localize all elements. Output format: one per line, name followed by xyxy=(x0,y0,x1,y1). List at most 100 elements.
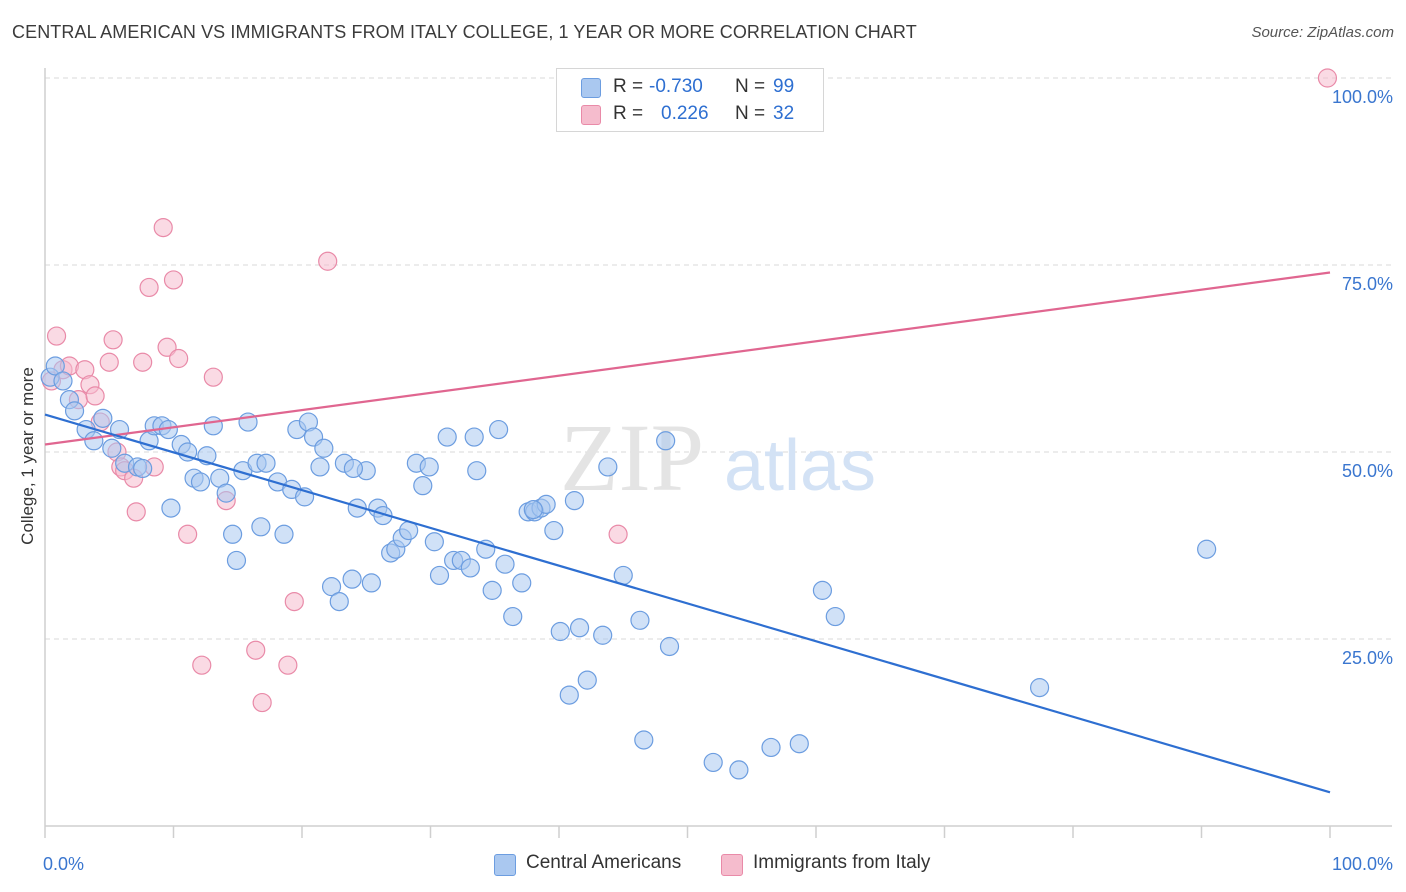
watermark-zip: ZIP xyxy=(560,404,704,511)
central-american-point xyxy=(361,573,381,593)
central-american-point xyxy=(659,636,680,657)
italy-point xyxy=(133,352,153,372)
italy-point xyxy=(284,591,304,612)
central-american-point xyxy=(634,730,654,750)
central-american-point xyxy=(789,734,809,754)
central-american-point xyxy=(256,453,276,473)
central-american-point xyxy=(274,524,294,544)
italy-point xyxy=(163,270,184,290)
legend-n-label: N = xyxy=(735,76,766,97)
central-american-point xyxy=(161,498,181,518)
source-label: Source: ZipAtlas.com xyxy=(1251,24,1394,41)
italy-point xyxy=(153,218,173,238)
italy-point xyxy=(1317,68,1338,88)
central-american-point xyxy=(512,573,532,593)
bottom-legend-label: Central Americans xyxy=(526,852,682,873)
legend-r-value: -0.730 xyxy=(649,76,703,97)
central-american-point xyxy=(464,427,484,447)
central-american-point xyxy=(178,442,198,462)
y-tick-label: 25.0% xyxy=(1342,648,1393,668)
legend-n-value: 32 xyxy=(773,103,795,124)
italy-point xyxy=(608,524,628,544)
central-american-point xyxy=(310,457,330,477)
central-american-point xyxy=(102,438,122,458)
italy-point xyxy=(157,337,177,357)
italy-point xyxy=(99,352,119,372)
italy-point xyxy=(46,326,67,346)
italy-point xyxy=(192,655,212,675)
central-american-point xyxy=(1029,678,1050,698)
central-american-point xyxy=(45,356,65,376)
central-american-point xyxy=(503,606,523,627)
legend-swatch-blue xyxy=(581,78,601,98)
series-italy-points xyxy=(41,68,1338,713)
x-tick-label: 0.0% xyxy=(43,854,84,874)
central-american-point xyxy=(825,606,845,627)
central-american-point xyxy=(216,483,236,503)
central-american-point xyxy=(1197,539,1217,559)
bottom-legend-swatch-blue xyxy=(494,854,516,876)
italy-point xyxy=(178,524,198,544)
italy-point xyxy=(318,251,338,271)
grid-lines xyxy=(45,77,1392,640)
central-american-point xyxy=(593,625,613,645)
italy-point xyxy=(103,330,123,350)
central-american-point xyxy=(460,558,480,578)
central-american-point xyxy=(761,737,781,758)
central-american-point xyxy=(251,517,271,537)
legend: R = -0.730 N = 99 R = 0.226 N = 32 xyxy=(556,68,824,132)
legend-n-label: N = xyxy=(735,103,766,124)
trend-lines xyxy=(44,271,1331,794)
italy-point xyxy=(246,640,266,660)
italy-point xyxy=(203,367,223,387)
central-american-point xyxy=(223,524,243,544)
watermark: ZIP atlas xyxy=(560,404,876,511)
central-american-point xyxy=(329,591,349,612)
central-american-point xyxy=(703,752,723,773)
y-tick-label: 50.0% xyxy=(1342,461,1393,481)
central-american-point xyxy=(424,532,444,552)
central-american-point xyxy=(482,580,502,600)
italy-trend-line xyxy=(44,271,1331,446)
central-american-point xyxy=(467,461,487,481)
central-american-point xyxy=(559,685,579,705)
central-american-point xyxy=(656,431,676,451)
italy-point xyxy=(252,692,272,713)
central-american-point xyxy=(84,431,104,451)
italy-point xyxy=(278,655,298,675)
central-american-point xyxy=(729,760,749,780)
italy-point xyxy=(169,348,189,369)
bottom-legend-label: Immigrants from Italy xyxy=(753,852,931,873)
y-tick-label: 75.0% xyxy=(1342,274,1393,294)
series-central-americans-points xyxy=(40,356,1217,780)
central-american-point xyxy=(489,419,509,440)
central-american-point xyxy=(203,416,223,436)
central-american-point xyxy=(630,610,650,630)
central-american-point xyxy=(598,457,618,477)
central-american-point xyxy=(812,580,833,600)
legend-r-label: R = xyxy=(613,103,644,124)
tick-labels: 100.0% 75.0% 50.0% 25.0% 0.0% 100.0% xyxy=(43,87,1393,874)
central-american-point xyxy=(321,577,342,597)
legend-r-label: R = xyxy=(613,76,644,97)
legend-swatch-pink xyxy=(581,105,601,125)
bottom-legend-swatch-pink xyxy=(721,854,743,876)
central-american-point xyxy=(429,565,450,586)
legend-n-value: 99 xyxy=(773,76,795,97)
central-americans-trend-line xyxy=(44,413,1331,794)
central-american-point xyxy=(133,458,153,479)
central-american-point xyxy=(419,457,439,477)
central-american-point xyxy=(93,408,113,428)
x-tick-label: 100.0% xyxy=(1332,854,1393,874)
central-american-point xyxy=(343,458,363,479)
italy-point xyxy=(139,277,159,298)
central-american-point xyxy=(569,618,590,638)
central-american-point xyxy=(544,520,564,541)
axes xyxy=(44,68,1392,838)
central-american-point xyxy=(314,438,334,458)
italy-point xyxy=(85,386,105,406)
central-american-point xyxy=(190,472,211,492)
central-american-point xyxy=(53,371,73,391)
chart-title: CENTRAL AMERICAN VS IMMIGRANTS FROM ITAL… xyxy=(12,22,917,42)
